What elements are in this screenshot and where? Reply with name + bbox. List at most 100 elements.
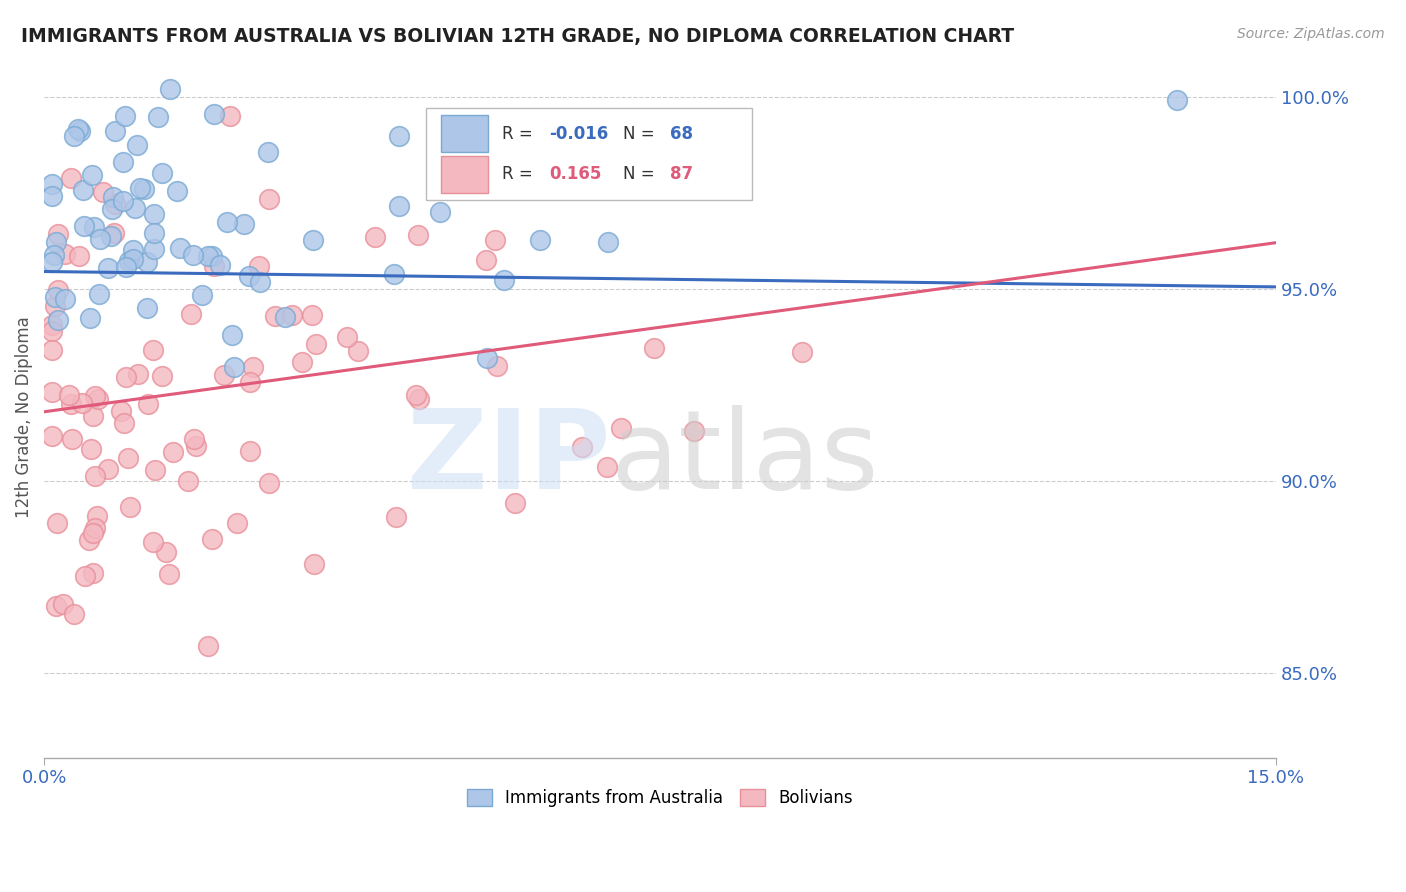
Point — [598, 235, 620, 249]
Point — [127, 367, 149, 381]
Point — [104, 197, 127, 211]
Point — [202, 259, 225, 273]
Point — [643, 341, 665, 355]
Point — [69, 124, 91, 138]
Point — [247, 259, 270, 273]
Point — [408, 392, 430, 406]
Point — [384, 510, 406, 524]
FancyBboxPatch shape — [426, 108, 752, 200]
Text: 68: 68 — [669, 125, 693, 143]
Point — [150, 369, 173, 384]
Point — [89, 232, 111, 246]
Point — [41, 177, 63, 191]
Point — [183, 433, 205, 447]
Point — [180, 307, 202, 321]
Point — [257, 192, 280, 206]
FancyBboxPatch shape — [440, 156, 488, 193]
Point — [87, 286, 110, 301]
Point — [238, 268, 260, 283]
Point — [73, 219, 96, 233]
Point — [136, 397, 159, 411]
Point — [529, 233, 551, 247]
Point — [150, 166, 173, 180]
Point — [224, 359, 246, 374]
Point — [58, 387, 80, 401]
Point — [59, 171, 82, 186]
Point — [596, 460, 619, 475]
Point — [162, 445, 184, 459]
Point — [112, 416, 135, 430]
Point — [405, 388, 427, 402]
Point — [41, 384, 63, 399]
Point — [155, 545, 177, 559]
Point — [142, 242, 165, 256]
Point — [103, 226, 125, 240]
Point — [124, 201, 146, 215]
Text: -0.016: -0.016 — [550, 125, 609, 143]
Point — [41, 324, 63, 338]
Point — [118, 253, 141, 268]
Point — [305, 337, 328, 351]
Point — [72, 183, 94, 197]
Point — [281, 308, 304, 322]
Text: N =: N = — [623, 125, 659, 143]
Point — [82, 525, 104, 540]
Point — [264, 309, 287, 323]
Point — [201, 532, 224, 546]
Text: atlas: atlas — [610, 405, 879, 512]
Point — [104, 124, 127, 138]
Point — [142, 207, 165, 221]
Point — [127, 138, 149, 153]
Point — [202, 107, 225, 121]
Text: IMMIGRANTS FROM AUSTRALIA VS BOLIVIAN 12TH GRADE, NO DIPLOMA CORRELATION CHART: IMMIGRANTS FROM AUSTRALIA VS BOLIVIAN 12… — [21, 27, 1014, 45]
Legend: Immigrants from Australia, Bolivians: Immigrants from Australia, Bolivians — [460, 782, 859, 814]
Point — [44, 289, 66, 303]
Point — [142, 227, 165, 241]
Point — [100, 228, 122, 243]
Point — [44, 247, 66, 261]
Point — [41, 343, 63, 357]
Point — [242, 360, 264, 375]
Point — [132, 182, 155, 196]
Point — [72, 395, 94, 409]
Point — [110, 404, 132, 418]
Text: ZIP: ZIP — [408, 405, 610, 512]
Point — [62, 129, 84, 144]
Point — [503, 495, 526, 509]
Point — [302, 558, 325, 572]
Point — [218, 109, 240, 123]
Point — [86, 508, 108, 523]
Point — [226, 516, 249, 530]
Point — [45, 599, 67, 613]
Point — [67, 249, 90, 263]
Point — [114, 109, 136, 123]
Point — [80, 168, 103, 182]
Point — [41, 318, 63, 333]
Point — [683, 424, 706, 438]
Point — [257, 476, 280, 491]
Point — [41, 429, 63, 443]
Point — [101, 190, 124, 204]
Point — [166, 184, 188, 198]
Point — [201, 249, 224, 263]
Point — [169, 241, 191, 255]
Point — [197, 639, 219, 653]
Point — [86, 392, 108, 406]
Point — [142, 343, 165, 358]
Point — [143, 463, 166, 477]
Point — [97, 462, 120, 476]
Point — [83, 468, 105, 483]
Point — [142, 535, 165, 549]
Point — [91, 186, 114, 200]
Point — [239, 444, 262, 458]
Point — [41, 189, 63, 203]
Point — [364, 230, 387, 244]
Point — [112, 155, 135, 169]
Point — [388, 128, 411, 143]
Point — [48, 313, 70, 327]
Point — [45, 516, 67, 530]
Point — [302, 233, 325, 247]
Point — [382, 268, 405, 282]
Point — [66, 122, 89, 136]
Text: Source: ZipAtlas.com: Source: ZipAtlas.com — [1237, 27, 1385, 41]
